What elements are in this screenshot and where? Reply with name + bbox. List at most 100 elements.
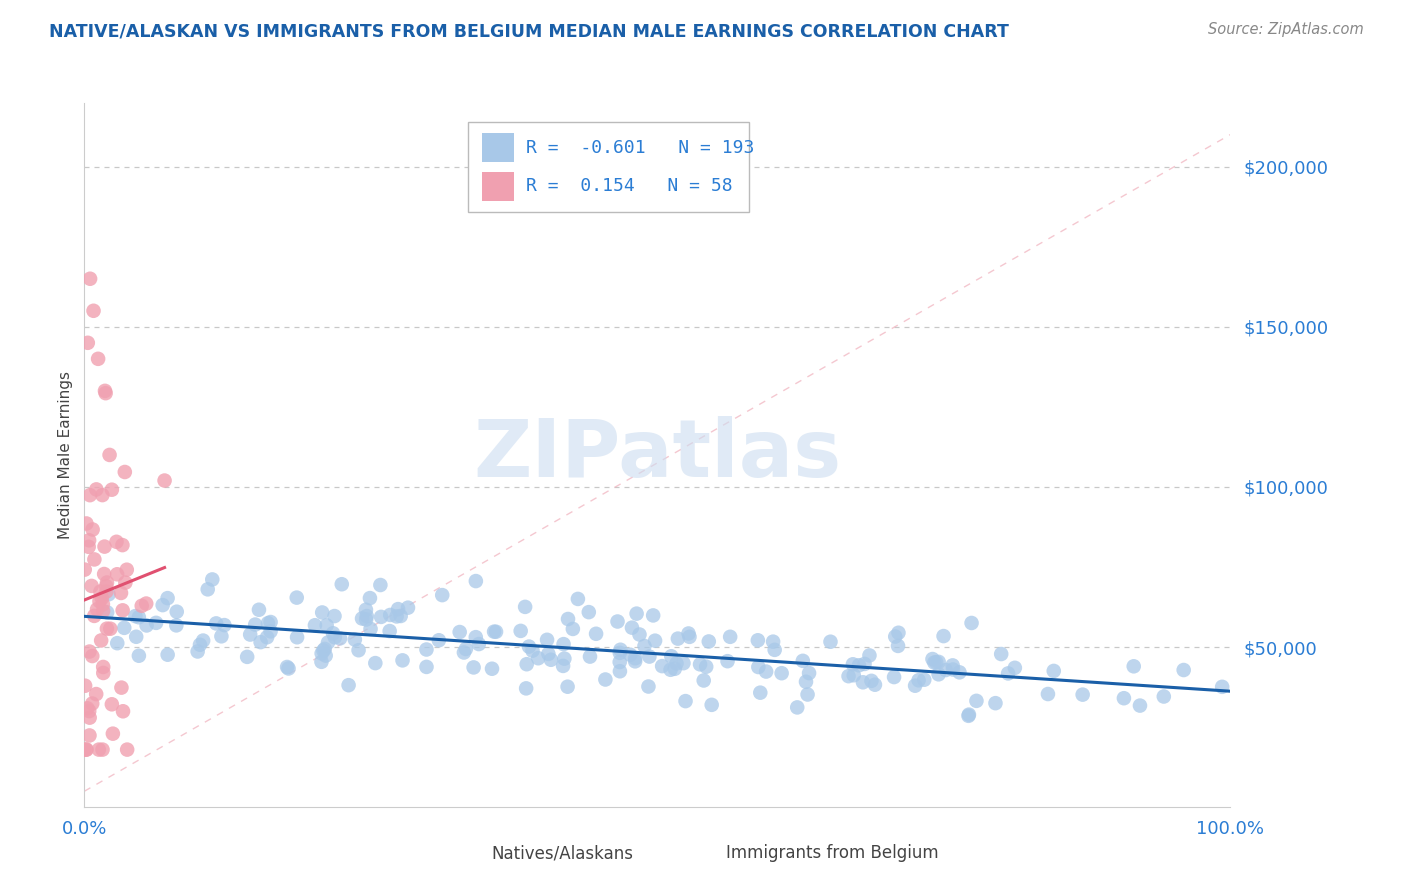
Point: [1112, 691, 1135, 706]
Point: [311, 655, 333, 669]
Point: [1004, 661, 1026, 675]
Point: [747, 633, 769, 648]
Point: [624, 651, 647, 665]
Point: [91, 742, 114, 756]
Point: [77, 540, 100, 554]
Point: [76, 701, 98, 715]
Point: [643, 608, 665, 623]
Point: [609, 642, 631, 657]
Point: [75, 516, 97, 531]
Point: [415, 660, 437, 674]
Point: [239, 627, 262, 641]
Point: [515, 681, 537, 696]
Point: [884, 630, 907, 644]
Point: [904, 679, 927, 693]
Point: [75, 679, 97, 693]
Point: [111, 603, 134, 617]
Point: [114, 575, 136, 590]
Point: [79, 711, 101, 725]
Point: [156, 591, 179, 606]
Point: [1042, 664, 1064, 678]
Point: [314, 642, 336, 657]
Point: [364, 656, 387, 670]
Point: [509, 624, 531, 638]
Point: [209, 629, 232, 643]
Point: [990, 647, 1012, 661]
Point: [633, 639, 655, 653]
Point: [87, 351, 110, 366]
Point: [359, 591, 381, 606]
Point: [396, 600, 419, 615]
Point: [797, 666, 820, 681]
Point: [553, 637, 575, 651]
Point: [86, 602, 108, 616]
Point: [276, 660, 298, 674]
Point: [188, 638, 211, 652]
Point: [79, 644, 101, 658]
Point: [794, 674, 817, 689]
Point: [115, 563, 138, 577]
Point: [76, 742, 98, 756]
Point: [883, 670, 905, 684]
Point: [89, 584, 111, 599]
Point: [259, 615, 281, 629]
Point: [848, 658, 870, 673]
Point: [984, 696, 1007, 710]
Point: [928, 655, 950, 669]
Point: [820, 634, 842, 648]
Point: [863, 678, 886, 692]
Point: [609, 655, 631, 669]
Point: [387, 602, 409, 616]
Point: [378, 624, 401, 638]
Point: [98, 622, 121, 636]
Point: [285, 630, 308, 644]
Point: [693, 673, 716, 688]
Point: [96, 622, 118, 636]
Point: [1036, 687, 1059, 701]
Point: [97, 587, 120, 601]
Point: [537, 647, 560, 661]
Point: [907, 673, 929, 688]
Point: [110, 586, 132, 600]
Point: [89, 594, 111, 608]
Point: [83, 608, 105, 623]
Point: [82, 697, 104, 711]
Point: [1211, 680, 1233, 694]
Point: [380, 607, 402, 622]
Point: [659, 663, 682, 677]
Point: [94, 384, 117, 398]
Point: [481, 662, 503, 676]
Point: [337, 678, 360, 692]
Point: [94, 386, 117, 401]
Point: [87, 742, 110, 756]
Point: [585, 627, 607, 641]
Point: [536, 632, 558, 647]
Point: [114, 465, 136, 479]
Point: [860, 673, 883, 688]
Point: [453, 646, 475, 660]
Point: [73, 742, 96, 756]
Point: [482, 624, 505, 639]
Point: [932, 629, 955, 643]
Point: [347, 643, 370, 657]
Point: [247, 603, 270, 617]
Point: [942, 663, 965, 677]
Point: [125, 630, 148, 644]
Point: [370, 610, 392, 624]
Point: [659, 649, 682, 664]
Point: [101, 726, 124, 740]
Point: [912, 673, 935, 687]
Point: [561, 622, 583, 636]
Point: [315, 648, 337, 663]
Point: [675, 694, 697, 708]
Point: [311, 606, 333, 620]
Point: [245, 617, 267, 632]
Point: [609, 665, 631, 679]
Point: [678, 630, 700, 644]
Point: [948, 665, 970, 680]
Point: [90, 591, 112, 606]
Point: [259, 624, 281, 639]
Point: [838, 669, 860, 683]
Point: [110, 681, 132, 695]
Point: [112, 621, 135, 635]
